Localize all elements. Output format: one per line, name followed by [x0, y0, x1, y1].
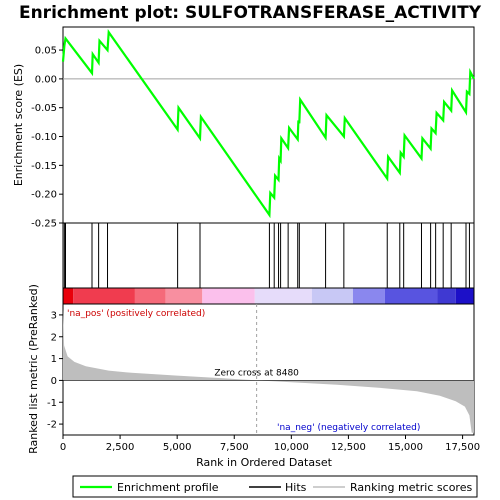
heatmap-band: [312, 288, 353, 304]
legend-hits-label: Hits: [285, 481, 307, 494]
es-tick-label: -0.20: [31, 190, 57, 201]
metric-tick-label: -1: [47, 398, 57, 409]
x-tick-label: 7,500: [220, 442, 249, 453]
legend-es-label: Enrichment profile: [117, 481, 219, 494]
heatmap-band: [255, 288, 312, 304]
metric-tick-label: 0: [51, 376, 57, 387]
es-y-axis-label: Enrichment score (ES): [12, 64, 25, 186]
chart-title: Enrichment plot: SULFOTRANSFERASE_ACTIVI…: [19, 3, 482, 23]
metric-y-axis: 3 2 1 0 -1 -2: [47, 310, 63, 430]
x-tick-label: 10,000: [274, 442, 309, 453]
es-tick-label: 0.00: [35, 74, 57, 85]
heatmap-band: [73, 288, 135, 304]
es-tick-label: -0.25: [31, 219, 57, 230]
x-tick-label: 2,500: [106, 442, 135, 453]
es-tick-label: 0.05: [35, 46, 57, 57]
x-axis-label: Rank in Ordered Dataset: [196, 456, 333, 469]
hits-panel: [63, 223, 474, 288]
heatmap-band: [63, 288, 73, 304]
es-tick-label: -0.15: [31, 161, 57, 172]
metric-tick-label: 3: [51, 310, 57, 321]
positive-correlation-label: 'na_pos' (positively correlated): [67, 309, 205, 319]
heatmap-band: [456, 288, 474, 304]
heatmap-band: [166, 288, 203, 304]
x-axis: 0 2,500 5,000 7,500 10,000 12,500 15,000 17,500: [60, 435, 480, 453]
heatmap-band: [385, 288, 438, 304]
heatmap-band: [202, 288, 255, 304]
x-tick-label: 12,500: [331, 442, 366, 453]
metric-y-axis-label: Ranked list metric (PreRanked): [27, 284, 40, 454]
es-y-axis: 0.05 0.00 -0.05 -0.10 -0.15 -0.20 -0.25: [31, 46, 63, 230]
legend-metric-label: Ranking metric scores: [350, 481, 472, 494]
es-tick-label: -0.10: [31, 132, 57, 143]
heatmap-band: [353, 288, 385, 304]
x-tick-label: 0: [60, 442, 66, 453]
metric-tick-label: 2: [51, 332, 57, 343]
metric-tick-label: 1: [51, 354, 57, 365]
x-tick-label: 17,500: [445, 442, 480, 453]
heatmap-band: [135, 288, 166, 304]
negative-correlation-label: 'na_neg' (negatively correlated): [277, 423, 420, 433]
rank-heatmap: [63, 288, 474, 304]
x-tick-label: 15,000: [388, 442, 423, 453]
heatmap-band: [437, 288, 455, 304]
zero-cross-label: Zero cross at 8480: [214, 368, 299, 378]
metric-tick-label: -2: [47, 420, 57, 431]
es-tick-label: -0.05: [31, 103, 57, 114]
x-tick-label: 5,000: [163, 442, 192, 453]
